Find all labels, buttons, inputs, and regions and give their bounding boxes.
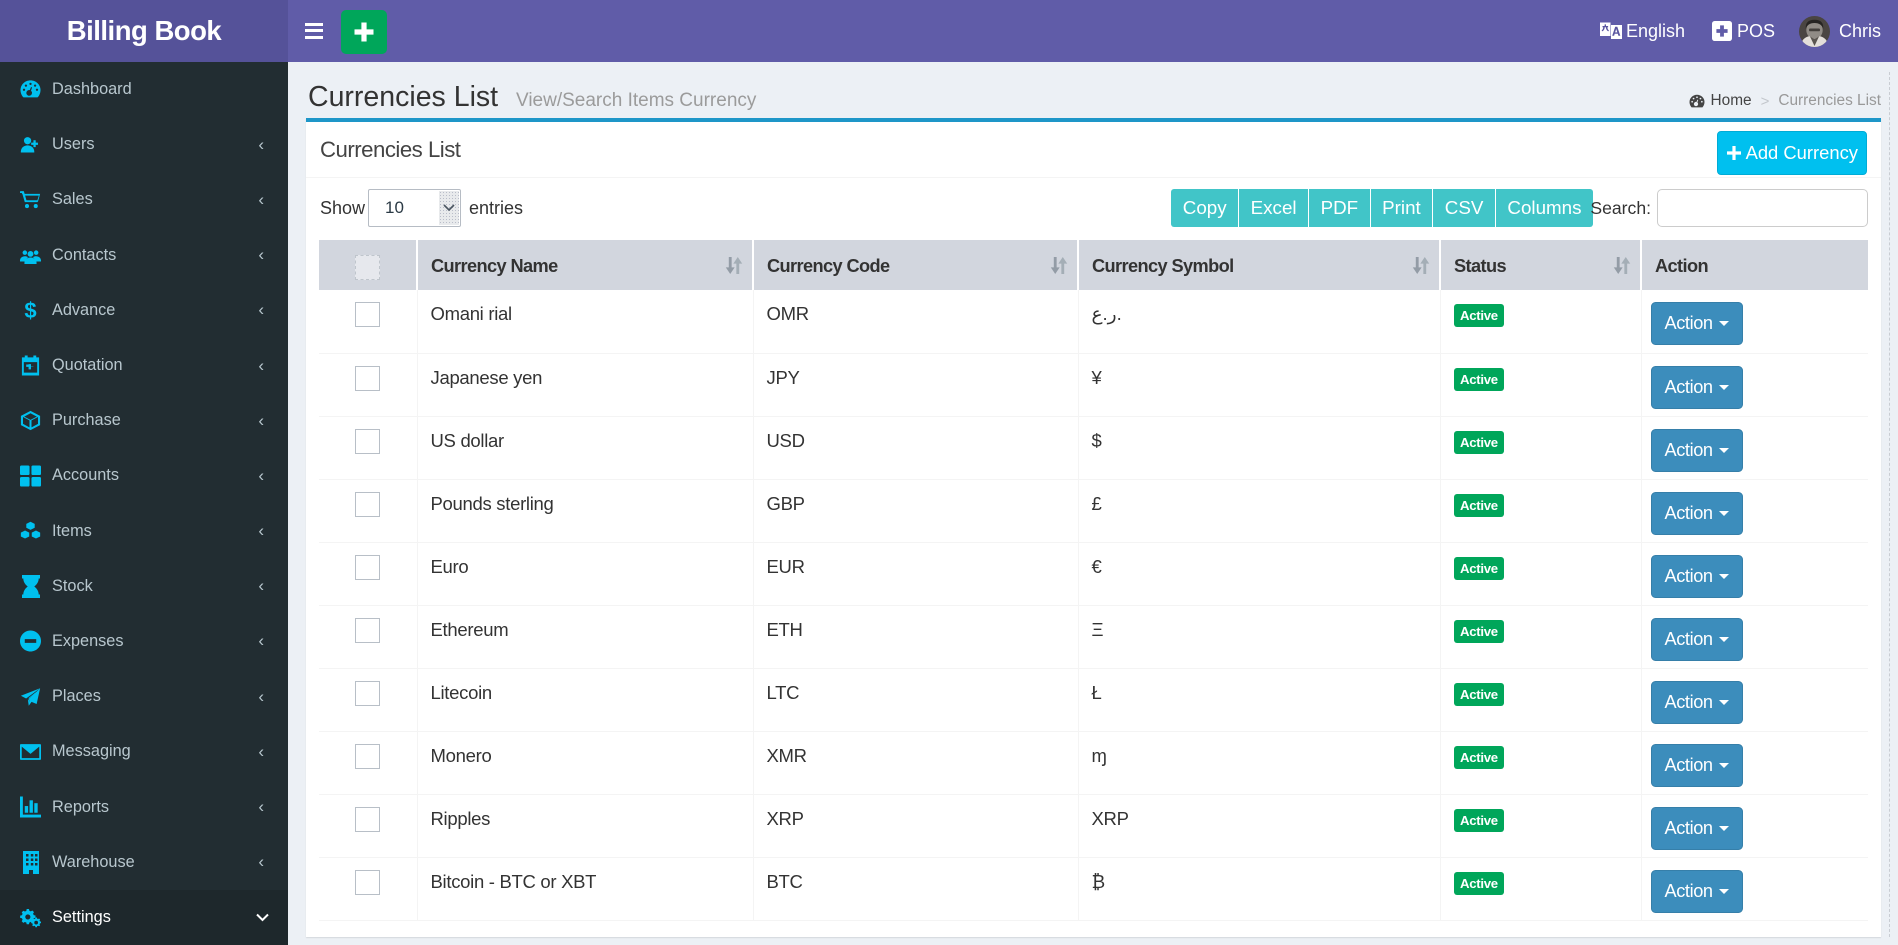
svg-text:$: $	[24, 298, 36, 323]
